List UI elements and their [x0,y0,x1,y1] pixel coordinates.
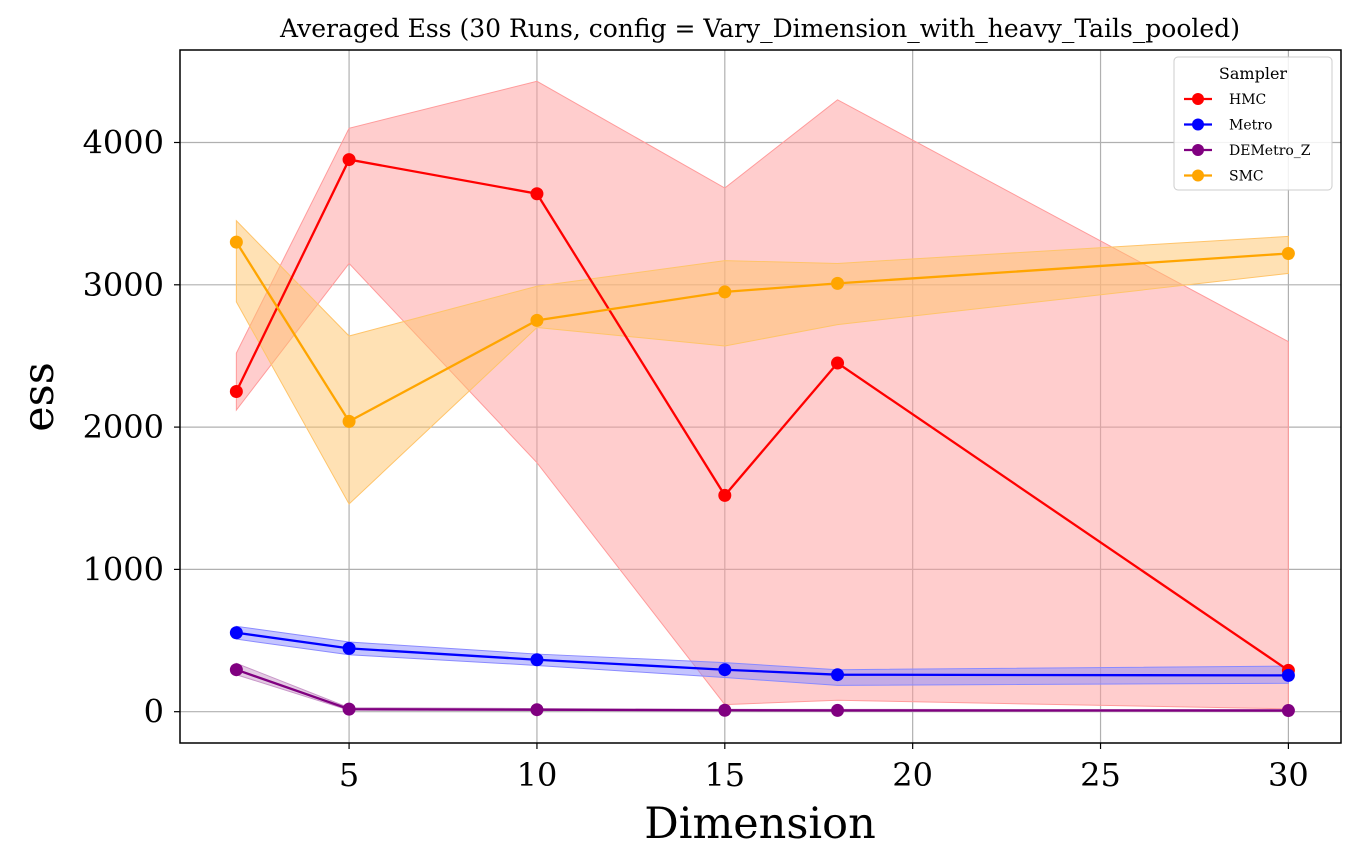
x-tick-label: 10 [517,756,558,794]
demetro-z-point [718,703,732,717]
smc-line [235,241,1289,423]
metro-point [229,626,243,640]
axis-ticks: 5 10 15 20 25 30 0 1000 2000 3000 4000 [83,123,1309,794]
chart-title: Averaged Ess (30 Runs, config = Vary_Dim… [279,14,1240,43]
hmc-point [342,153,356,167]
hmc-point [718,488,732,502]
metro-legend-marker [1192,118,1204,131]
smc-band [235,219,1289,505]
demetro-z-point [831,703,845,717]
y-tick-label: 0 [144,693,164,731]
hmc-point [229,385,243,399]
metro-point [718,663,732,677]
smc-legend-label: SMC [1229,169,1264,185]
demetro-z-point [229,663,243,677]
y-tick-label: 4000 [83,123,164,161]
legend-box [1173,56,1333,191]
smc-point [229,235,243,249]
series-lines [235,158,1290,712]
demetro-z-line [235,668,1289,712]
x-tick-label: 30 [1268,756,1309,794]
legend-title: Sampler [1219,64,1288,83]
smc-point [1281,246,1295,260]
metro-point [1281,668,1295,682]
demetro-z-legend-label: DEMetro_Z [1229,143,1311,159]
x-tick-label: 20 [892,756,933,794]
x-tick-label: 5 [339,756,359,794]
metro-legend-label: Metro [1229,118,1272,134]
hmc-line [235,158,1290,672]
legend: Sampler HMC Metro DEMetro_Z SMC [1173,56,1333,191]
x-tick-label: 25 [1080,756,1121,794]
demetro-z-point [530,703,544,717]
smc-point [342,414,356,428]
smc-legend-marker [1192,169,1204,182]
y-tick-label: 1000 [83,550,164,588]
demetro-z-point [1281,704,1295,718]
metro-point [530,653,544,667]
smc-point [831,276,845,290]
hmc-point [530,187,544,201]
metro-line [236,631,1289,677]
hmc-legend-label: HMC [1229,92,1266,108]
y-tick-label: 3000 [83,266,164,304]
smc-point [718,285,732,299]
plot-frame [179,49,1342,744]
series-points [229,153,1295,718]
x-tick-label: 15 [704,756,745,794]
hmc-point [831,356,845,370]
demetro-z-point [342,702,356,716]
y-axis-title: ess [14,362,64,432]
metro-point [342,641,356,655]
metro-point [831,668,845,682]
x-axis-title: Dimension [644,799,876,849]
smc-point [530,313,544,327]
y-tick-label: 2000 [83,408,164,446]
hmc-legend-marker [1192,93,1204,105]
demetro-z-legend-marker [1192,144,1204,156]
